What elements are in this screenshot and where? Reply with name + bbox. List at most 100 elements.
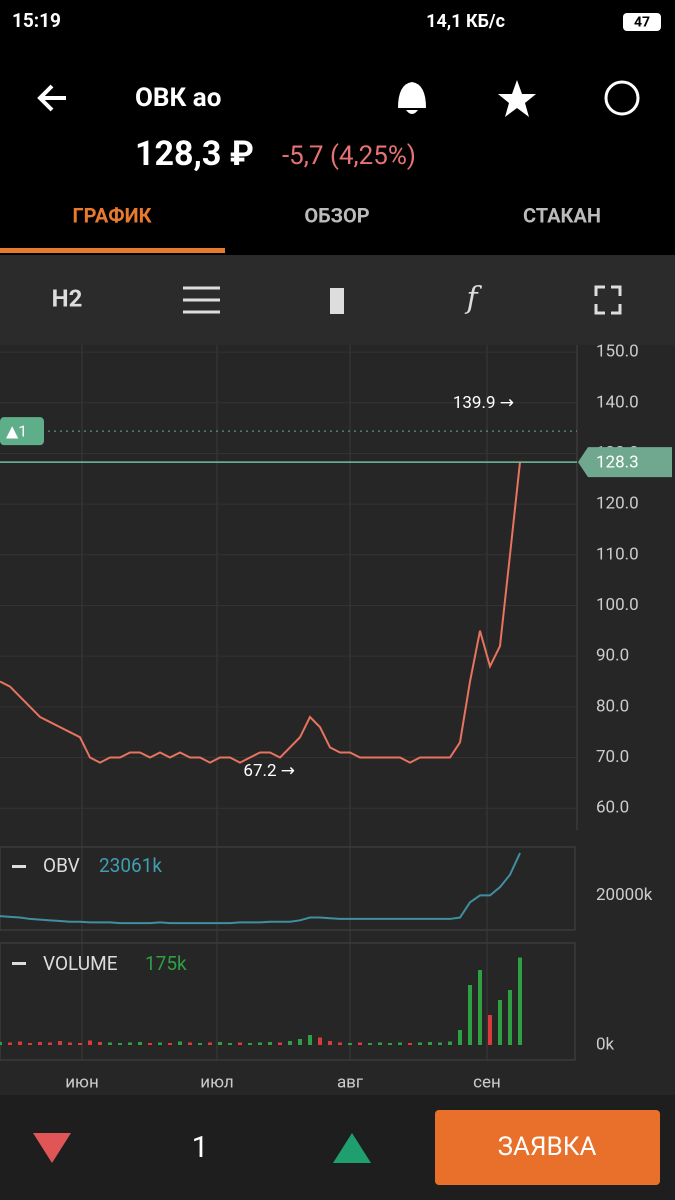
- volume-bar: [108, 1042, 112, 1045]
- volume-bar: [278, 1042, 282, 1045]
- volume-bar: [68, 1042, 72, 1045]
- price-change: -5,7 (4,25%): [282, 141, 416, 171]
- obv-pane: [0, 846, 576, 931]
- battery: [623, 13, 661, 31]
- volume-bar: [288, 1041, 292, 1045]
- alert-icon[interactable]: [398, 82, 426, 114]
- obv-collapse: [12, 865, 26, 868]
- volume-tick-label: 0k: [596, 1034, 615, 1054]
- x-tick-label: сен: [473, 1072, 501, 1092]
- volume-bar: [208, 1042, 212, 1045]
- increase-button[interactable]: [333, 1133, 371, 1163]
- volume-collapse: [12, 962, 26, 965]
- volume-bar: [468, 985, 472, 1045]
- volume-bar: [318, 1037, 322, 1045]
- volume-bar: [138, 1042, 142, 1045]
- volume-bar: [228, 1043, 232, 1045]
- volume-bar: [178, 1041, 182, 1045]
- volume-bar: [158, 1042, 162, 1045]
- price: 128,3 ₽: [135, 134, 254, 174]
- interval-button[interactable]: H2: [52, 284, 83, 312]
- y-tick-label: 100.0: [596, 595, 639, 615]
- volume-bar: [328, 1041, 332, 1045]
- volume-bar: [458, 1030, 462, 1045]
- info-icon[interactable]: [604, 80, 640, 116]
- tab[interactable]: СТАКАН: [523, 203, 601, 227]
- volume-bar: [198, 1043, 202, 1045]
- volume-name: VOLUME: [43, 952, 118, 975]
- chart-bg: [0, 345, 675, 1095]
- back-button[interactable]: [37, 84, 66, 112]
- battery-level: 47: [634, 15, 650, 31]
- volume-bar: [418, 1042, 422, 1045]
- favorite-icon[interactable]: [498, 80, 536, 117]
- volume-bar: [358, 1042, 362, 1045]
- obv-last: 23061k: [99, 854, 162, 877]
- volume-pane: [0, 942, 576, 1061]
- volume-bar: [88, 1040, 92, 1045]
- alert-label: ▲1: [6, 421, 27, 440]
- x-tick-label: авг: [337, 1072, 363, 1092]
- volume-bar: [508, 990, 512, 1045]
- volume-bar: [378, 1042, 382, 1045]
- obv-name: OBV: [43, 854, 80, 877]
- order-button[interactable]: [435, 1110, 660, 1185]
- y-tick-label: 70.0: [596, 747, 629, 767]
- x-tick-label: июл: [200, 1072, 233, 1092]
- fullscreen-icon[interactable]: [594, 285, 622, 315]
- tab[interactable]: ГРАФИК: [72, 203, 152, 227]
- volume-bar: [18, 1041, 22, 1045]
- volume-bar: [478, 970, 482, 1045]
- volume-bar: [388, 1043, 392, 1045]
- volume-bar: [8, 1042, 12, 1045]
- status-speed: 14,1 КБ/с: [426, 11, 505, 32]
- obv-tick-label: 20000k: [596, 885, 653, 905]
- header-bg: [0, 0, 675, 255]
- status-time: 15:19: [12, 9, 61, 32]
- volume-bar: [238, 1042, 242, 1045]
- volume-bar: [408, 1043, 412, 1045]
- volume-bar: [168, 1043, 172, 1045]
- volume-last: 175k: [145, 952, 187, 975]
- volume-bar: [28, 1043, 32, 1045]
- annotation: 67.2 →: [243, 761, 295, 781]
- volume-bar: [248, 1043, 252, 1045]
- settings-icon[interactable]: [183, 286, 220, 314]
- y-tick-label: 90.0: [596, 646, 629, 666]
- quantity: 1: [192, 1130, 209, 1165]
- y-tick-label: 140.0: [596, 392, 639, 412]
- volume-bar: [148, 1043, 152, 1045]
- volume-bar: [368, 1043, 372, 1045]
- annotation: 139.9 →: [453, 393, 514, 413]
- volume-bar: [448, 1041, 452, 1045]
- order-button-label: ЗАЯВКА: [498, 1132, 597, 1162]
- y-tick-label: 110.0: [596, 544, 639, 564]
- volume-bar: [338, 1042, 342, 1045]
- ticker-title: ОВК ао: [135, 83, 221, 113]
- volume-bar: [58, 1041, 62, 1045]
- price-line: [0, 461, 521, 764]
- volume-bar: [268, 1042, 272, 1045]
- tab-indicator: [0, 248, 225, 253]
- volume-bar: [308, 1035, 312, 1045]
- y-tick-label: 60.0: [596, 798, 629, 818]
- volume-bar: [48, 1042, 52, 1045]
- volume-bar: [298, 1039, 302, 1045]
- volume-bar: [258, 1042, 262, 1045]
- decrease-button[interactable]: [33, 1133, 71, 1163]
- volume-bar: [128, 1042, 132, 1045]
- volume-bar: [518, 957, 522, 1045]
- y-tick-label: 80.0: [596, 696, 629, 716]
- volume-bar: [0, 1042, 2, 1045]
- volume-bar: [498, 1000, 502, 1045]
- volume-bar: [438, 1042, 442, 1045]
- current-price-label: 128.3: [596, 453, 639, 473]
- candle-icon[interactable]: [330, 288, 344, 314]
- y-tick-label: 120.0: [596, 494, 639, 514]
- x-tick-label: июн: [65, 1072, 99, 1092]
- alert-badge: [0, 417, 44, 446]
- volume-bar: [78, 1043, 82, 1045]
- tab[interactable]: ОБЗОР: [304, 203, 369, 227]
